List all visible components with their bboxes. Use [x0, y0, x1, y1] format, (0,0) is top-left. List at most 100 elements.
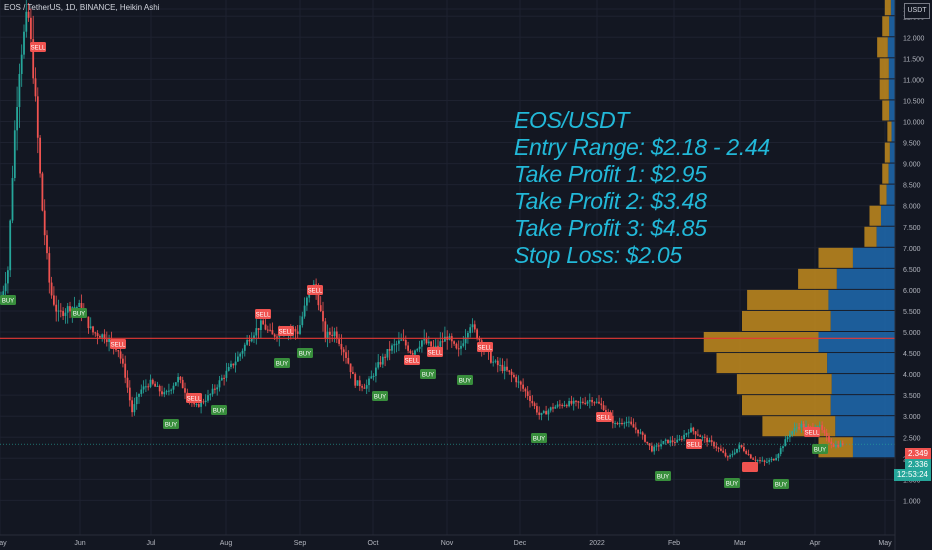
volume-profile-bar-up	[831, 374, 895, 395]
candle-body	[423, 339, 426, 341]
candle-body	[754, 459, 757, 461]
candle-body	[379, 362, 382, 365]
candle-body	[731, 454, 734, 456]
candle-body	[694, 431, 697, 435]
candle-body	[87, 316, 90, 329]
time-axis-tick-label: Apr	[810, 540, 822, 547]
sell-signal-label: SELL	[405, 359, 420, 365]
buy-signal-label: BUY	[814, 448, 826, 454]
candle-body	[255, 328, 258, 336]
volume-profile-bar-up	[835, 416, 895, 437]
candle-body	[630, 421, 633, 425]
volume-profile-bar-down	[882, 100, 890, 121]
candle-body	[386, 349, 389, 358]
candle-body	[96, 333, 99, 337]
candle-body	[793, 428, 796, 432]
candle-body	[510, 371, 513, 375]
candle-body	[432, 346, 435, 348]
candle-body	[588, 399, 591, 402]
candle-body	[27, 11, 30, 18]
candle-body	[657, 445, 660, 447]
candle-body	[262, 320, 265, 325]
candle-body	[161, 391, 163, 395]
candle-body	[124, 363, 127, 378]
candle-body	[243, 344, 246, 351]
candle-body	[227, 366, 230, 371]
candle-body	[828, 436, 830, 442]
candle-body	[99, 336, 101, 338]
candle-body	[9, 220, 12, 271]
price-axis-tick-label: 7.500	[903, 225, 921, 232]
candle-body	[142, 386, 145, 390]
volume-profile-bar-up	[852, 247, 895, 268]
candle-body	[526, 391, 529, 396]
candle-body	[752, 458, 754, 460]
candle-body	[832, 444, 835, 447]
price-axis-tick-label: 8.500	[903, 183, 921, 190]
candle-body	[151, 379, 154, 384]
candle-body	[347, 357, 350, 364]
price-axis-tick-label: 10.500	[903, 98, 925, 105]
sell-signal-marker	[278, 326, 294, 336]
time-axis-tick-label: Sep	[294, 540, 307, 547]
volume-profile-bar-down	[887, 121, 892, 142]
currency-button[interactable]: USDT	[904, 3, 930, 19]
candle-body	[678, 438, 681, 440]
candle-body	[260, 320, 262, 331]
trade-plan-line: Take Profit 3: $4.85	[514, 215, 707, 241]
sell-signal-marker	[307, 285, 323, 295]
candle-body	[354, 373, 357, 386]
candle-body	[211, 388, 214, 395]
candle-body	[621, 422, 623, 424]
volume-profile-bar-down	[742, 310, 831, 331]
candle-body	[460, 345, 462, 349]
volume-profile-bar-down	[869, 205, 881, 226]
candle-body	[444, 336, 446, 342]
trade-plan-line: EOS/USDT	[514, 107, 630, 133]
candle-body	[119, 351, 122, 359]
candle-body	[418, 346, 421, 349]
sell-signal-label: SELL	[256, 313, 271, 319]
volume-profile-bar-up	[889, 142, 895, 163]
candle-body	[207, 395, 209, 401]
candle-body	[524, 388, 527, 392]
candle-body	[416, 348, 419, 351]
buy-signal-marker	[655, 471, 671, 481]
buy-signal-label: BUY	[276, 362, 288, 368]
candle-body	[329, 331, 331, 335]
volume-profile-bar-up	[889, 100, 895, 121]
candle-body	[11, 178, 14, 221]
candle-body	[513, 374, 515, 377]
candle-body	[179, 376, 182, 380]
candle-body	[73, 307, 76, 309]
candle-body	[25, 11, 28, 32]
volume-profile-bar-up	[876, 226, 895, 247]
trade-plan-line: Take Profit 1: $2.95	[514, 161, 707, 187]
sell-signal-label: SELL	[805, 431, 820, 437]
candle-body	[43, 210, 46, 236]
volume-profile-bar-up	[830, 395, 895, 416]
candle-body	[128, 387, 131, 401]
candle-body	[50, 282, 53, 296]
candle-body	[368, 378, 370, 386]
candle-body	[717, 447, 720, 449]
candle-body	[326, 331, 329, 339]
candle-body	[648, 443, 651, 446]
buy-signal-marker	[773, 479, 789, 489]
candle-body	[184, 388, 186, 393]
sell-signal-marker	[742, 462, 758, 472]
candle-body	[646, 441, 649, 444]
sell-signal-marker	[686, 439, 702, 449]
candle-body	[536, 406, 538, 413]
candle-body	[430, 341, 432, 347]
symbol-title[interactable]: EOS / TetherUS, 1D, BINANCE, Heikin Ashi	[4, 3, 160, 12]
candle-body	[618, 422, 621, 424]
candle-body	[2, 291, 5, 299]
volume-profile-bar-down	[703, 332, 819, 353]
candle-body	[634, 427, 637, 430]
candle-body	[641, 432, 644, 435]
candle-body	[662, 441, 665, 445]
sell-signal-marker	[110, 339, 126, 349]
